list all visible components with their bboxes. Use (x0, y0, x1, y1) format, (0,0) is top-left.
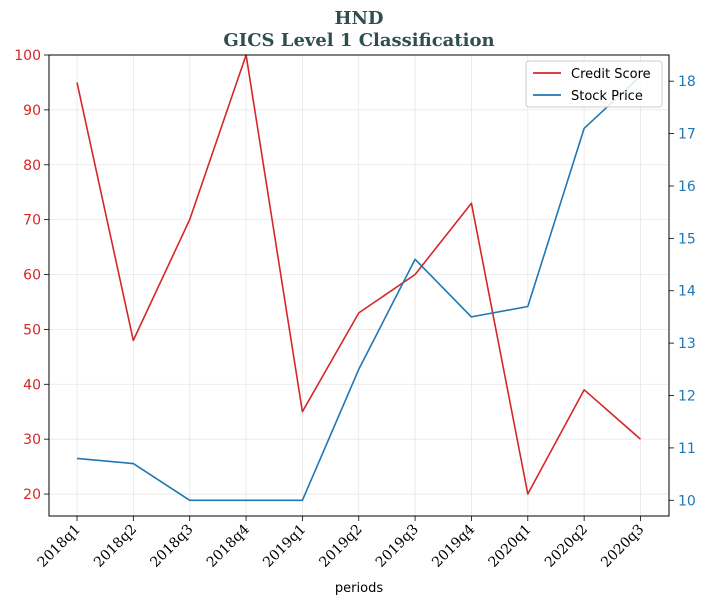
left-tick-label: 30 (23, 432, 41, 448)
x-tick-label: 2020q2 (542, 522, 591, 571)
chart-title: HND (334, 8, 383, 29)
right-tick-label: 16 (678, 179, 696, 195)
plot-area (76, 54, 642, 502)
x-tick-label: 2018q4 (204, 521, 253, 570)
left-tick-label: 40 (23, 377, 41, 393)
left-tick-label: 70 (23, 213, 41, 229)
legend-label: Stock Price (571, 89, 643, 104)
x-tick-label: 2018q3 (147, 522, 196, 571)
right-tick-label: 17 (678, 127, 696, 143)
grid (49, 54, 669, 516)
series-line-stock-price (76, 75, 642, 502)
legend: Credit Score Stock Price (525, 60, 663, 108)
left-tick-label: 60 (23, 268, 41, 284)
right-tick-label: 15 (678, 231, 696, 247)
right-tick-label: 18 (678, 74, 696, 90)
x-tick-label: 2019q1 (260, 522, 309, 571)
plot-frame (48, 54, 670, 517)
x-tick-label: 2018q2 (91, 522, 140, 571)
x-tick-label: 2019q4 (429, 521, 478, 570)
series-line-credit-score (76, 54, 642, 495)
right-tick-label: 10 (678, 493, 696, 509)
x-tick-label: 2019q2 (316, 522, 365, 571)
x-axis-label: periods (335, 581, 383, 596)
left-tick-label: 20 (23, 487, 41, 503)
right-tick-label: 12 (678, 389, 696, 405)
right-tick-label: 13 (678, 336, 696, 352)
left-tick-label: 90 (23, 103, 41, 119)
chart-subtitle: GICS Level 1 Classification (223, 30, 494, 51)
x-tick-label: 2020q3 (598, 522, 647, 571)
legend-label: Credit Score (571, 67, 651, 82)
left-tick-label: 100 (14, 48, 41, 64)
x-tick-label: 2019q3 (373, 522, 422, 571)
left-tick-label: 50 (23, 322, 41, 338)
x-tick-label: 2020q1 (485, 522, 534, 571)
x-tick-label: 2018q1 (35, 522, 84, 571)
right-tick-label: 11 (678, 441, 696, 457)
left-tick-label: 80 (23, 158, 41, 174)
right-tick-label: 14 (678, 284, 696, 300)
